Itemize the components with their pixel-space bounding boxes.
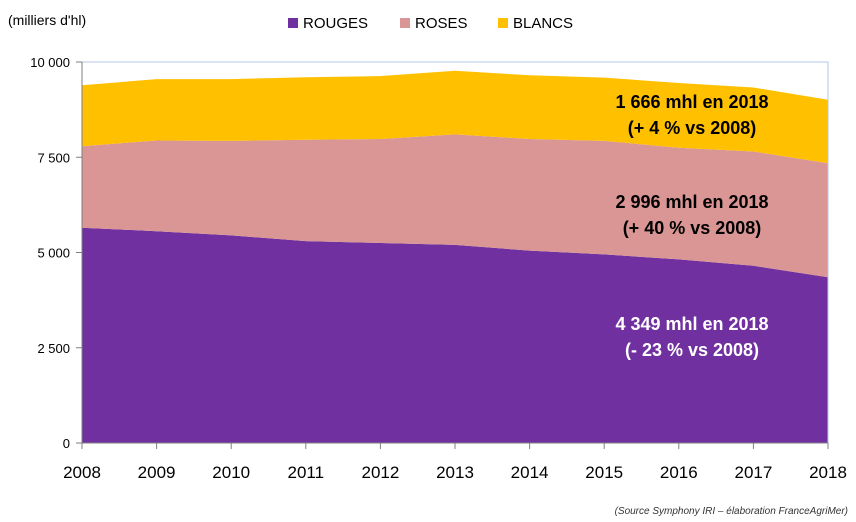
axes-layer: 0 2 500 5 000 7 500 10 000 2008 2009 2010 2011 20… [30,55,847,482]
source-note: (Source Symphony IRI – élaboration Franc… [615,506,848,517]
annotations-layer: 1 666 mhl en 2018 (+ 4 % vs 2008) 2 996 mh… [615,92,768,360]
areas-layer [82,70,828,443]
annotation-line2: (+ 40 % vs 2008) [623,218,762,238]
x-tick-label: 2009 [138,463,176,482]
legend-swatch [400,18,410,28]
x-tick-label: 2017 [734,463,772,482]
legend-label: ROUGES [303,15,368,32]
legend-item-blancs: BLANCS [498,15,573,32]
y-tick-label: 5 000 [37,246,70,261]
legend-item-roses: ROSES [400,15,468,32]
annotation-line2: (+ 4 % vs 2008) [628,118,757,138]
area-blancs [82,70,828,164]
y-tick-label: 7 500 [37,150,70,165]
x-tick-label: 2008 [63,463,101,482]
legend-swatch [498,18,508,28]
area-roses [82,134,828,278]
x-tick-label: 2018 [809,463,847,482]
x-tick-label: 2010 [212,463,250,482]
legend-item-rouges: ROUGES [288,15,368,32]
y-tick-label: 10 000 [30,55,70,70]
legend-label: BLANCS [513,15,573,32]
x-tick-label: 2014 [511,463,549,482]
unit-label: (milliers d'hl) [8,12,86,28]
x-tick-label: 2013 [436,463,474,482]
x-tick-label: 2012 [361,463,399,482]
x-tick-label: 2016 [660,463,698,482]
x-tick-label: 2015 [585,463,623,482]
annotation-line2: (- 23 % vs 2008) [625,340,759,360]
annotation-rouges: 4 349 mhl en 2018 (- 23 % vs 2008) [615,314,768,360]
legend-swatch [288,18,298,28]
annotation-blancs: 1 666 mhl en 2018 (+ 4 % vs 2008) [615,92,768,138]
legend-label: ROSES [415,15,468,32]
annotation-line1: 4 349 mhl en 2018 [615,314,768,334]
annotation-roses: 2 996 mhl en 2018 (+ 40 % vs 2008) [615,192,768,238]
area-rouges [82,227,828,443]
annotation-line1: 1 666 mhl en 2018 [615,92,768,112]
y-tick-label: 2 500 [37,341,70,356]
annotation-line1: 2 996 mhl en 2018 [615,192,768,212]
legend: ROUGES ROSES BLANCS [288,15,573,32]
y-tick-label: 0 [63,436,70,451]
x-tick-label: 2011 [288,463,325,482]
